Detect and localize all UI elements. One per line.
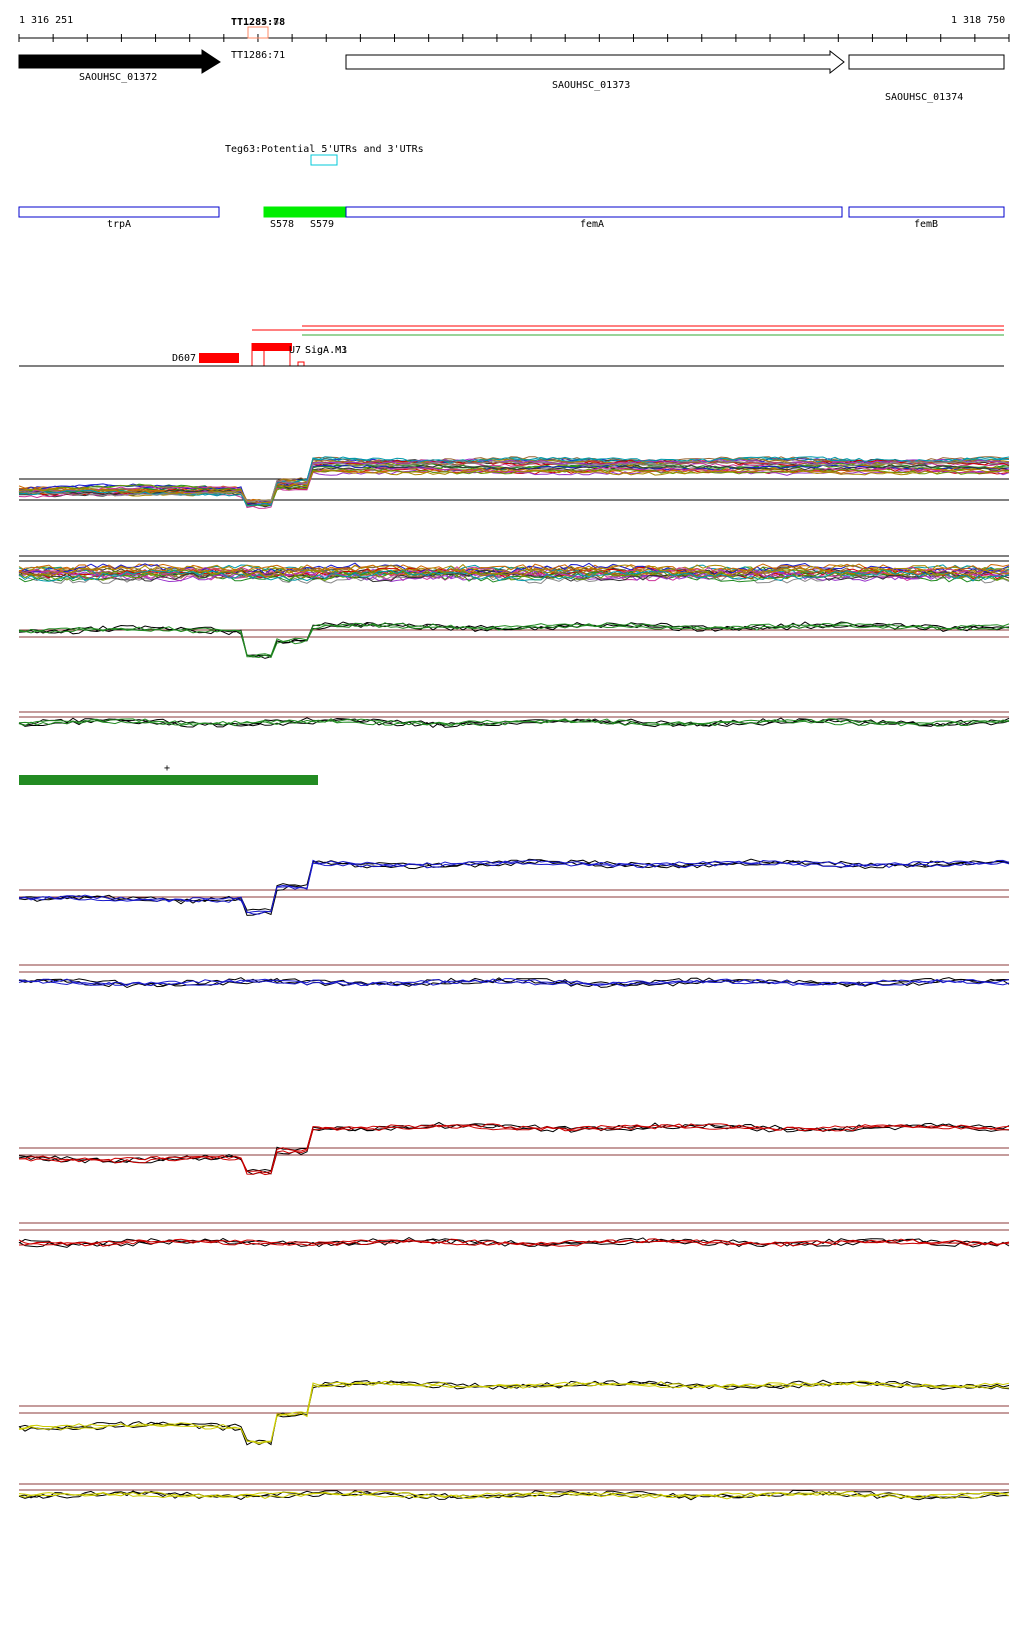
series-line-black bbox=[18, 858, 1010, 911]
terminator-marker-box[interactable] bbox=[247, 26, 269, 39]
srna-label-S579: S579 bbox=[310, 219, 334, 230]
annotation-box-femA[interactable] bbox=[345, 206, 843, 218]
gene-arrow-01374[interactable] bbox=[848, 54, 1005, 70]
region-bar-green[interactable] bbox=[19, 775, 318, 785]
utr-track: Teg63:Potential 5'UTRs and 3'UTRs bbox=[225, 144, 424, 166]
srna-label-S578: S578 bbox=[270, 219, 294, 230]
ruler-start-label: 1 316 251 bbox=[19, 15, 73, 26]
series-line bbox=[18, 464, 1010, 508]
gene-label-01374: SAOUHSC_01374 bbox=[885, 92, 963, 103]
tss-feature-D607[interactable] bbox=[199, 353, 239, 363]
gene-arrow-01372[interactable] bbox=[18, 49, 221, 74]
annotation-box-trpA[interactable] bbox=[18, 206, 220, 218]
gene-label-01372: SAOUHSC_01372 bbox=[79, 72, 157, 83]
series-line-black bbox=[18, 859, 1010, 916]
series-line bbox=[18, 569, 1010, 582]
series-line-black bbox=[18, 718, 1010, 727]
series-line-black bbox=[18, 622, 1010, 657]
srna-box-S578-S579[interactable] bbox=[263, 206, 347, 218]
gene-label-01373: SAOUHSC_01373 bbox=[552, 80, 630, 91]
series-line-colored bbox=[18, 1123, 1010, 1174]
series-line-colored bbox=[18, 623, 1010, 657]
series-line-black bbox=[18, 1489, 1010, 1501]
series-line bbox=[18, 566, 1010, 580]
tss-label-SigA-M1: SigA.M1 bbox=[305, 345, 347, 356]
region-bar-group: + bbox=[19, 763, 318, 785]
tss-feature-small[interactable] bbox=[297, 361, 305, 367]
series-line-colored bbox=[18, 860, 1010, 914]
series-line-colored bbox=[18, 1381, 1010, 1444]
series-line bbox=[18, 468, 1010, 504]
series-line-black bbox=[18, 1123, 1010, 1172]
series-line-colored bbox=[18, 718, 1010, 727]
series-line bbox=[18, 569, 1010, 583]
annotation-label-femB: femB bbox=[914, 219, 938, 230]
series-line bbox=[18, 564, 1010, 577]
annotation-track: trpA S578 S579 femA femB bbox=[18, 206, 1005, 230]
tss-feature-U7[interactable] bbox=[252, 343, 292, 351]
terminator-label: TT1285:78 bbox=[231, 17, 285, 28]
ruler-end-label: 1 318 750 bbox=[951, 15, 1005, 26]
series-line-black bbox=[18, 1237, 1010, 1247]
gene-arrow-01373[interactable] bbox=[345, 49, 845, 75]
series-line-colored bbox=[18, 859, 1010, 915]
series-line-colored bbox=[18, 622, 1010, 659]
series-line-colored bbox=[18, 1380, 1009, 1445]
series-line-black bbox=[18, 1237, 1010, 1248]
series-line-black bbox=[18, 978, 1010, 987]
tss-track: D607 U7 SigA.M3 SigA.M1 bbox=[19, 325, 1004, 367]
annotation-label-trpA: trpA bbox=[107, 219, 131, 230]
series-line-colored bbox=[18, 978, 1010, 987]
tss-label-U7: U7 bbox=[289, 345, 301, 356]
tss-label-SigA-M3: SigA.M3 bbox=[305, 345, 347, 356]
series-line bbox=[18, 468, 1010, 507]
utr-track-label: Teg63:Potential 5'UTRs and 3'UTRs bbox=[225, 144, 424, 155]
terminator-below-label: TT1286:71 bbox=[231, 50, 285, 61]
tss-label-D607: D607 bbox=[172, 353, 196, 364]
annotation-label-femA: femA bbox=[580, 219, 604, 230]
series-line bbox=[18, 466, 1010, 509]
region-plus-marker: + bbox=[164, 763, 170, 774]
series-line bbox=[18, 460, 1010, 502]
annotation-box-femB[interactable] bbox=[848, 206, 1005, 218]
series-line-colored bbox=[18, 1491, 1010, 1499]
series-line-colored bbox=[18, 979, 1010, 986]
series-line-colored bbox=[18, 1124, 1010, 1176]
genome-ruler: 1 316 251 1 318 750 TT1285:78 TT1287:8 bbox=[18, 15, 1010, 42]
series-line-colored bbox=[18, 1238, 1010, 1247]
expression-panels bbox=[18, 456, 1010, 1501]
series-line bbox=[18, 569, 1010, 581]
gene-track: SAOUHSC_01372 TT1286:71 SAOUHSC_01373 SA… bbox=[18, 49, 1005, 103]
series-line-colored bbox=[18, 1490, 1010, 1500]
ruler-ticks bbox=[18, 34, 1010, 42]
series-line-colored bbox=[18, 719, 1010, 726]
terminator-label-overlap: TT1287:8 bbox=[231, 17, 279, 28]
utr-feature[interactable] bbox=[310, 154, 338, 166]
